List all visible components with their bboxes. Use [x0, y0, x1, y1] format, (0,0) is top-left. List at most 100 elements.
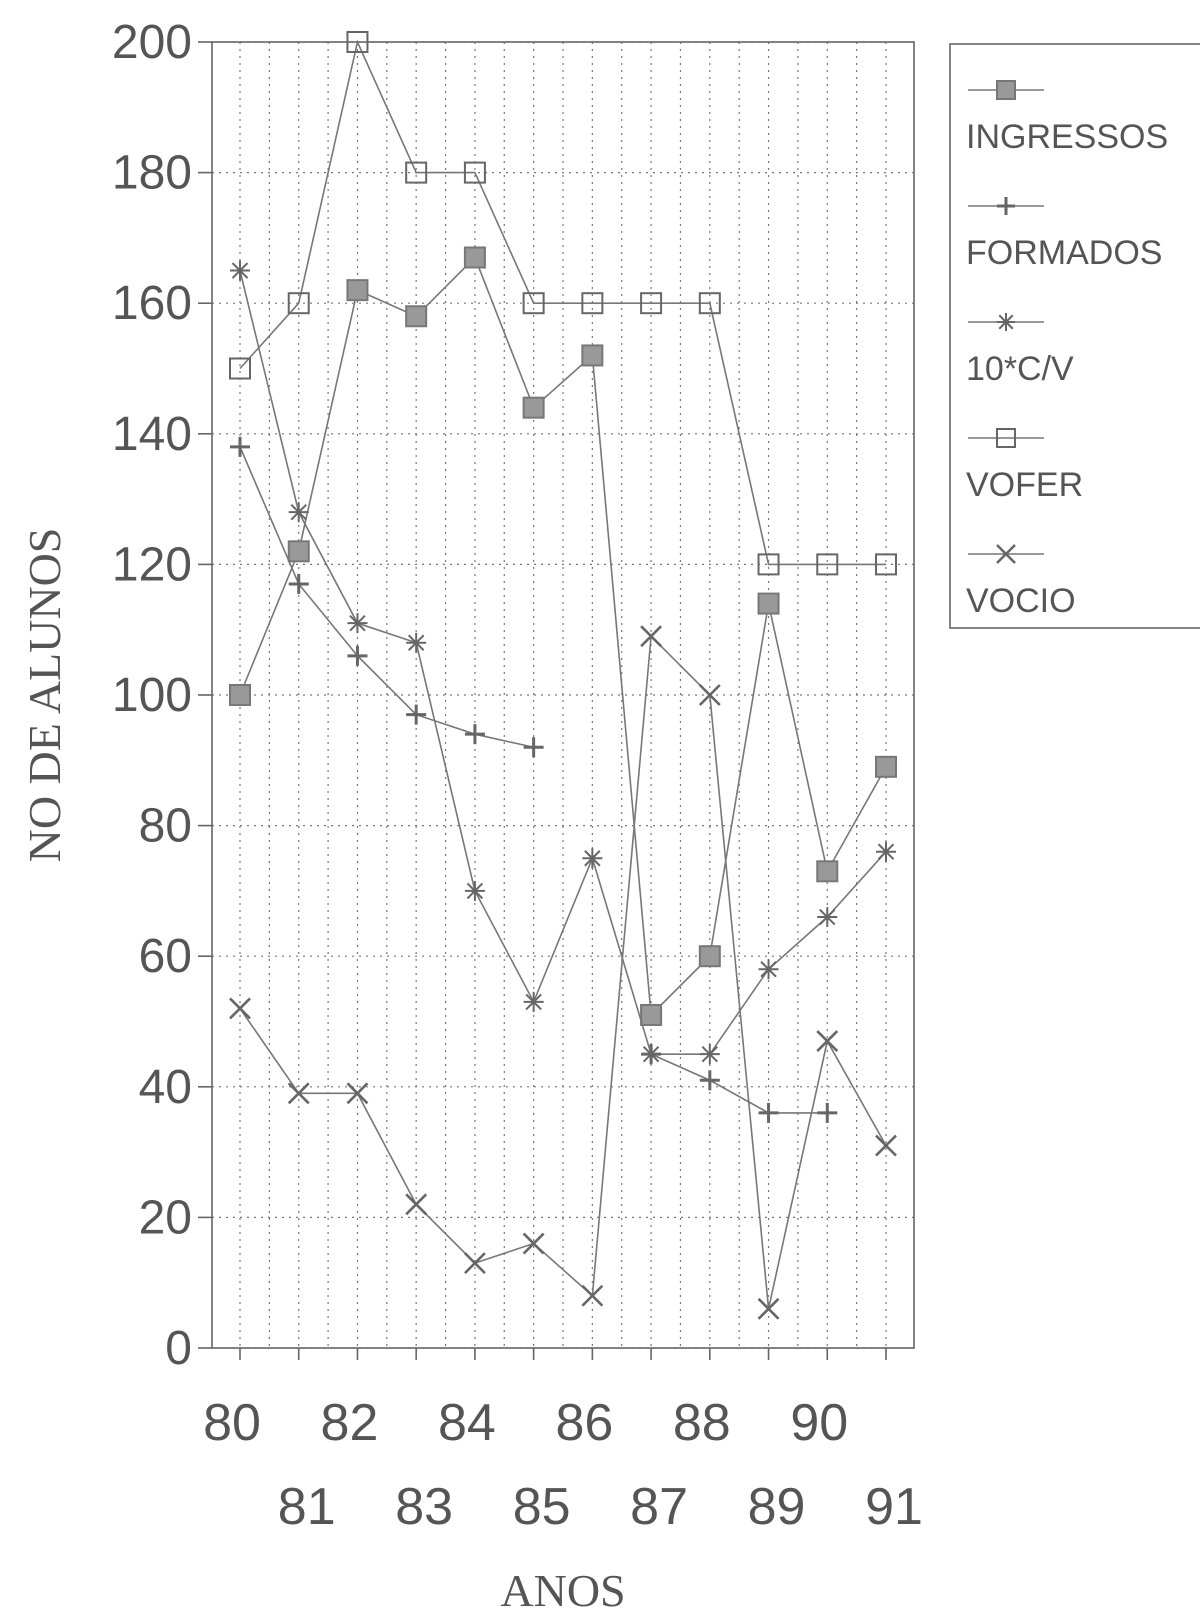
- asterisk-marker-d2: [349, 614, 366, 632]
- data-point: [229, 357, 251, 380]
- series-line: [239, 446, 828, 1114]
- legend-frame: [949, 43, 1200, 629]
- data-point: [346, 1082, 369, 1105]
- data-point: [582, 848, 603, 869]
- data-point: [287, 1082, 310, 1105]
- data-point: [288, 573, 309, 594]
- data-point: [641, 1044, 662, 1065]
- data-point: [405, 305, 428, 328]
- data-point: [523, 991, 544, 1012]
- y-tick-label: 40: [139, 1061, 192, 1114]
- data-point: [581, 344, 604, 367]
- data-point: [875, 1134, 897, 1157]
- y-tick-label: 140: [112, 408, 192, 461]
- x-tick-label: 89: [748, 1478, 806, 1536]
- legend-item: INGRESSOS: [966, 80, 1168, 156]
- data-point: [288, 502, 309, 523]
- open-square-marker: [816, 553, 839, 576]
- data-point: [996, 80, 1016, 100]
- legend-label: VOCIO: [966, 582, 1076, 620]
- data-point: [287, 540, 310, 563]
- data-point: [522, 1232, 545, 1255]
- data-point: [757, 592, 780, 615]
- filled-square-marker: [640, 1003, 663, 1026]
- data-point: [996, 428, 1016, 448]
- data-point: [817, 907, 838, 928]
- open-square-marker: [698, 292, 721, 315]
- data-point: [230, 260, 250, 281]
- data-point: [464, 880, 485, 901]
- data-point: [522, 292, 545, 315]
- filled-square-marker: [522, 396, 545, 419]
- filled-square-marker: [346, 279, 369, 302]
- y-tick-label: 120: [112, 538, 192, 591]
- asterisk-marker-d2: [466, 882, 484, 900]
- data-point: [405, 1193, 428, 1216]
- open-square-marker: [581, 292, 604, 315]
- y-axis-title: NO DE ALUNOS: [19, 528, 70, 863]
- asterisk-marker-d2: [642, 1045, 660, 1063]
- legend-item: VOCIO: [966, 544, 1076, 620]
- data-point: [640, 292, 663, 315]
- legend-item: 10*C/V: [966, 313, 1074, 388]
- filled-square-marker: [405, 305, 428, 328]
- data-point: [699, 1044, 720, 1065]
- data-point: [405, 161, 428, 184]
- data-point: [523, 737, 544, 758]
- y-tick-label: 180: [112, 147, 192, 200]
- legend-label: VOFER: [966, 466, 1083, 504]
- legend-label: 10*C/V: [966, 350, 1074, 388]
- x-tick-label: 88: [673, 1394, 731, 1452]
- asterisk-marker-d2: [407, 634, 425, 651]
- x-marker-d2: [757, 1297, 780, 1320]
- data-point: [522, 396, 545, 419]
- data-point: [347, 613, 368, 634]
- x-marker-d2: [287, 1082, 310, 1105]
- x-marker-d2: [816, 1030, 839, 1053]
- open-square-marker: [405, 161, 428, 184]
- x-marker-d2: [996, 544, 1016, 564]
- x-axis: 80 82 84 86 88 90 81 83 85 87 89 91: [203, 1348, 923, 1536]
- data-point: [287, 292, 310, 315]
- data-point: [996, 544, 1016, 564]
- x-tick-label: 87: [630, 1478, 688, 1536]
- filled-square-marker: [463, 246, 486, 269]
- data-point: [698, 684, 721, 706]
- data-point: [816, 553, 839, 576]
- y-tick-label: 160: [112, 277, 192, 330]
- asterisk-marker-d2: [584, 850, 601, 867]
- asterisk-marker-d2: [525, 993, 542, 1011]
- filled-square-marker: [816, 860, 839, 883]
- data-point: [581, 1284, 604, 1307]
- filled-square-marker: [996, 80, 1016, 100]
- filled-square-marker: [229, 684, 251, 706]
- filled-square-marker: [581, 344, 604, 367]
- series-line: [239, 270, 887, 1055]
- data-point: [875, 553, 897, 576]
- x-tick-label: 91: [865, 1478, 923, 1536]
- legend-label: INGRESSOS: [966, 118, 1168, 156]
- data-point: [699, 1070, 720, 1091]
- x-marker-d2: [463, 1252, 486, 1275]
- x-marker-d2: [346, 1082, 369, 1105]
- y-tick-label: 0: [165, 1322, 192, 1375]
- data-point: [406, 704, 427, 725]
- series-layer: [229, 31, 897, 1320]
- y-tick-label: 200: [112, 16, 192, 69]
- data-point: [581, 292, 604, 315]
- data-point: [347, 645, 368, 666]
- x-tick-label: 84: [438, 1394, 496, 1452]
- open-square-marker: [346, 31, 369, 53]
- filled-square-marker: [875, 755, 897, 778]
- asterisk-marker-d2: [819, 908, 836, 926]
- data-point: [406, 632, 427, 653]
- data-point: [997, 313, 1015, 331]
- data-point: [997, 197, 1015, 215]
- y-tick-label: 60: [139, 930, 192, 983]
- series-10-c-v: [230, 260, 896, 1065]
- legend: INGRESSOS FORMADOS 10*C/V VOFER VOCIO: [949, 43, 1200, 629]
- x-axis-title: ANOS: [500, 1565, 625, 1616]
- data-point: [817, 1102, 838, 1123]
- data-point: [640, 1003, 663, 1026]
- open-square-marker: [640, 292, 663, 315]
